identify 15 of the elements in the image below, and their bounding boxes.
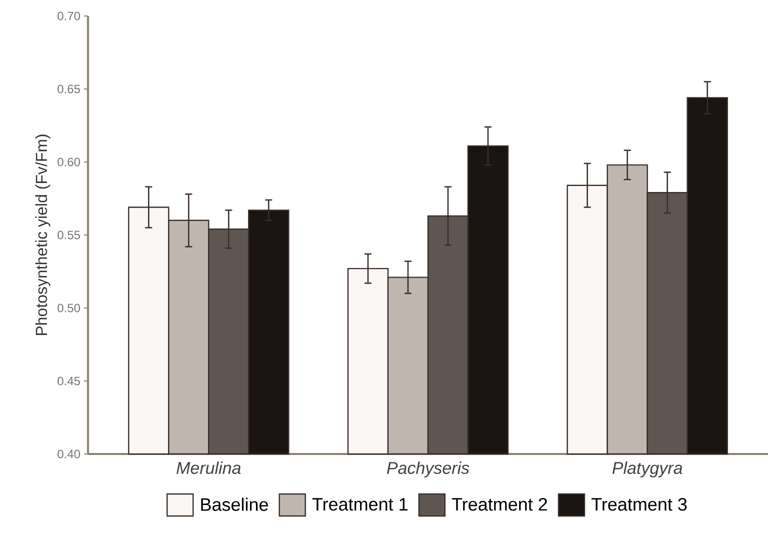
legend-label: Treatment 3 (592, 498, 687, 511)
y-tick-label: 0.70 (58, 12, 80, 20)
y-tick-label: 0.50 (58, 304, 80, 312)
x-tick-label: Pachyseris (386, 462, 470, 478)
legend-label: Treatment 1 (312, 498, 408, 511)
legend-label: Baseline (201, 498, 268, 511)
y-tick-label: 0.65 (58, 84, 80, 94)
legend-label: Treatment 2 (452, 498, 547, 511)
y-tick-label: 0.45 (58, 376, 80, 386)
y-axis-title: Photosynthetic yield (Fv/Fm) (35, 134, 50, 336)
y-tick-label: 0.60 (58, 158, 80, 166)
y-tick-label: 0.55 (58, 230, 80, 240)
x-tick-label: Merulina (176, 462, 241, 474)
x-tick-label: Platygyra (612, 462, 682, 478)
y-tick-label: 0.40 (58, 450, 80, 458)
